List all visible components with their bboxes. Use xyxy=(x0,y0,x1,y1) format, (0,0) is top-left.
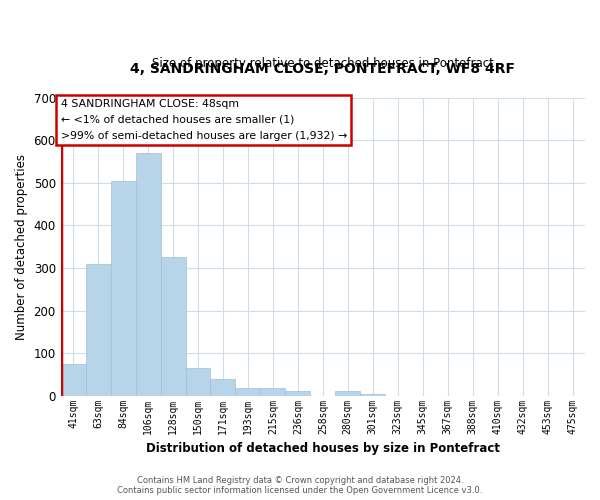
Bar xyxy=(260,388,286,396)
Bar xyxy=(110,181,136,396)
Bar xyxy=(136,153,161,396)
Title: Size of property relative to detached houses in Pontefract: Size of property relative to detached ho… xyxy=(152,58,494,70)
Bar xyxy=(360,394,385,396)
Bar xyxy=(211,378,235,396)
Y-axis label: Number of detached properties: Number of detached properties xyxy=(15,154,28,340)
Bar xyxy=(335,392,360,396)
Bar xyxy=(86,264,110,396)
Text: 4 SANDRINGHAM CLOSE: 48sqm
← <1% of detached houses are smaller (1)
>99% of semi: 4 SANDRINGHAM CLOSE: 48sqm ← <1% of deta… xyxy=(61,100,347,140)
Bar xyxy=(185,368,211,396)
Bar xyxy=(235,388,260,396)
X-axis label: Distribution of detached houses by size in Pontefract: Distribution of detached houses by size … xyxy=(146,442,500,455)
Bar xyxy=(161,258,185,396)
Text: 4, SANDRINGHAM CLOSE, PONTEFRACT, WF8 4RF: 4, SANDRINGHAM CLOSE, PONTEFRACT, WF8 4R… xyxy=(130,62,515,76)
Bar xyxy=(61,364,86,396)
Text: Contains HM Land Registry data © Crown copyright and database right 2024.
Contai: Contains HM Land Registry data © Crown c… xyxy=(118,476,482,495)
Bar xyxy=(286,390,310,396)
